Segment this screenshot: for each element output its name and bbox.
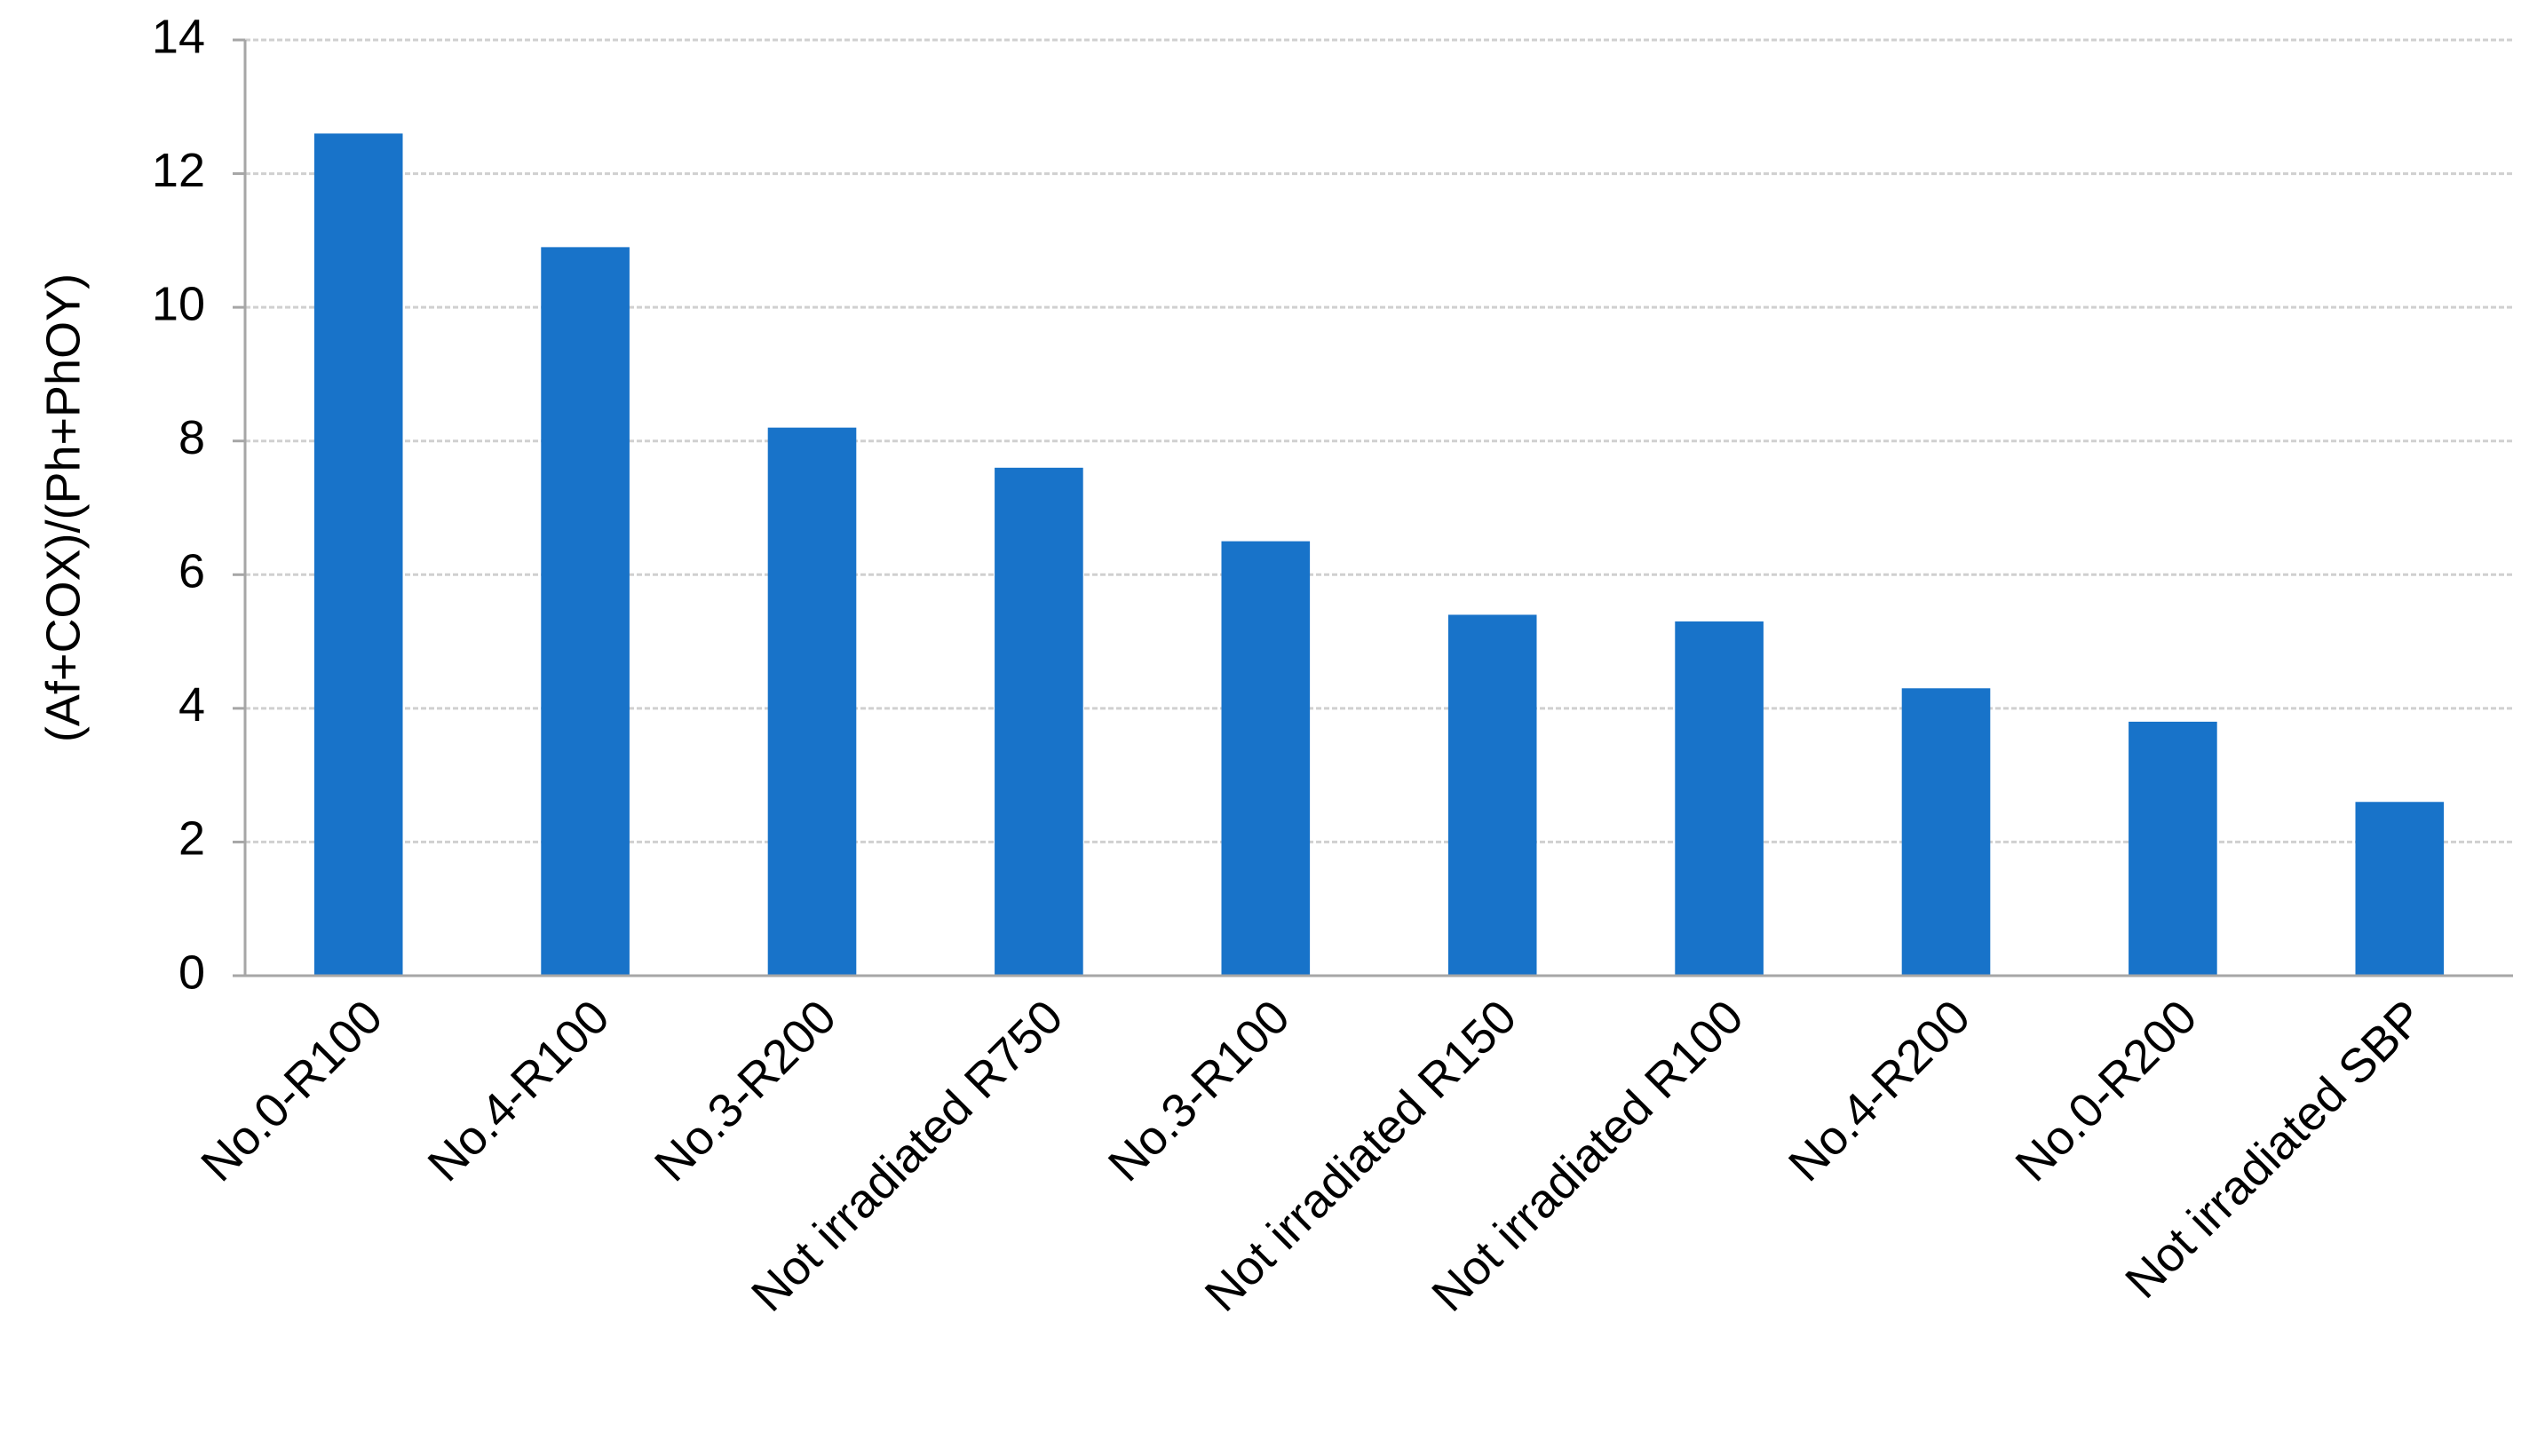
bar <box>1447 614 1537 976</box>
bar <box>767 427 857 977</box>
y-tick-label: 2 <box>178 812 205 866</box>
y-tick-label: 10 <box>152 277 205 330</box>
bar <box>1221 541 1311 976</box>
y-tick-label: 6 <box>178 545 205 598</box>
bar <box>2129 721 2217 976</box>
y-tick-label: 4 <box>178 678 205 732</box>
bar <box>313 133 403 976</box>
bar <box>1675 621 1764 976</box>
y-tick-label: 0 <box>178 946 205 999</box>
x-tick-label: No.0-R100 <box>191 990 392 1191</box>
bar <box>1901 688 1991 976</box>
y-tick-label: 14 <box>152 10 205 63</box>
x-tick-label: No.4-R200 <box>1779 990 1980 1191</box>
bar <box>995 467 1083 976</box>
x-tick-label: No.3-R200 <box>645 990 846 1191</box>
y-tick-label: 8 <box>178 411 205 464</box>
x-tick-label: No.4-R100 <box>418 990 620 1191</box>
x-tick-label: No.3-R100 <box>1098 990 1300 1191</box>
y-tick-label: 12 <box>152 144 205 197</box>
x-tick-label: No.0-R200 <box>2005 990 2207 1191</box>
bar <box>2355 802 2445 976</box>
y-axis-label: (Af+COX)/(Ph+PhOY) <box>36 273 90 742</box>
bar <box>541 247 630 976</box>
